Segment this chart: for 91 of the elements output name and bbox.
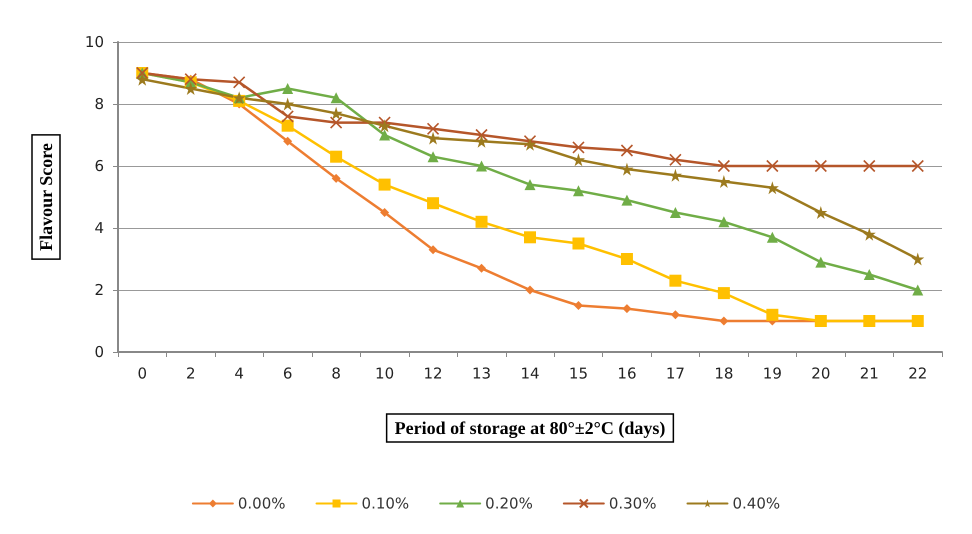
point [330, 106, 343, 120]
point [378, 178, 391, 191]
y-tick-label: 10 [84, 33, 104, 51]
point [572, 153, 585, 166]
point [669, 154, 682, 166]
y-tick-label: 8 [94, 95, 104, 113]
x-tick-label: 13 [472, 364, 492, 382]
y-tick-label: 6 [94, 157, 104, 175]
point [426, 122, 440, 136]
point [864, 269, 875, 280]
y-tick-label: 4 [94, 219, 104, 237]
point [620, 253, 633, 265]
x-tick-label: 4 [234, 364, 244, 382]
point [911, 252, 924, 266]
point [621, 194, 632, 206]
point [330, 92, 342, 104]
y-axis-title: Flavour Score [36, 143, 56, 251]
point [283, 136, 292, 146]
point [766, 308, 778, 321]
point [476, 160, 488, 172]
point [574, 301, 583, 310]
point [766, 232, 778, 243]
point [477, 264, 486, 273]
point [572, 238, 584, 250]
x-tick-label: 15 [568, 364, 588, 382]
point [670, 207, 681, 218]
point [719, 316, 728, 326]
point [232, 76, 246, 89]
point [862, 160, 876, 172]
point [526, 286, 534, 294]
legend-label: 0.40% [732, 494, 780, 512]
point [475, 134, 488, 148]
point [620, 144, 634, 157]
point [476, 216, 488, 228]
point [622, 304, 632, 314]
point [330, 116, 342, 129]
legend-label: 0.00% [238, 494, 286, 512]
x-tick-label: 18 [714, 364, 734, 382]
point [524, 231, 536, 244]
y-tick-label: 2 [94, 281, 104, 299]
point [282, 83, 294, 94]
point [428, 245, 438, 254]
point [184, 82, 198, 95]
point [572, 185, 584, 196]
point [332, 174, 341, 183]
point [718, 287, 730, 300]
point [426, 132, 440, 145]
point [718, 216, 730, 228]
point [136, 72, 149, 86]
point [572, 141, 585, 154]
point [380, 208, 390, 217]
point [281, 110, 294, 123]
x-tick-label: 10 [375, 364, 394, 382]
x-axis-title: Period of storage at 80°±2°C (days) [394, 418, 666, 438]
x-tick-label: 19 [762, 364, 782, 382]
point [862, 228, 876, 241]
x-tick-label: 20 [811, 364, 830, 382]
point [670, 310, 680, 320]
point [815, 256, 826, 268]
legend-label: 0.10% [362, 494, 410, 512]
x-tick-label: 2 [186, 364, 196, 382]
x-tick-label: 12 [424, 364, 443, 382]
point [669, 274, 682, 287]
point [524, 138, 536, 151]
point [282, 120, 294, 132]
point [378, 119, 392, 132]
legend-label: 0.20% [485, 494, 533, 512]
point [524, 134, 536, 148]
x-tick-label: 21 [860, 364, 879, 382]
point [814, 160, 828, 172]
point [428, 151, 439, 162]
legend-label: 0.30% [608, 494, 656, 512]
x-tick-label: 22 [908, 364, 928, 382]
point [911, 160, 924, 172]
point [330, 150, 342, 163]
x-tick-label: 6 [282, 364, 292, 382]
point [378, 116, 391, 129]
y-tick-label: 0 [94, 343, 104, 361]
x-tick-label: 17 [666, 364, 685, 382]
x-tick-label: 16 [617, 364, 636, 382]
point [524, 179, 536, 190]
point [814, 206, 828, 219]
point [718, 160, 730, 172]
x-tick-label: 0 [137, 364, 148, 382]
x-tick-label: 14 [520, 364, 540, 382]
point [379, 130, 390, 140]
point [766, 160, 779, 172]
x-tick-label: 8 [331, 364, 341, 382]
point [475, 128, 488, 142]
point [427, 197, 440, 210]
point [912, 284, 924, 296]
